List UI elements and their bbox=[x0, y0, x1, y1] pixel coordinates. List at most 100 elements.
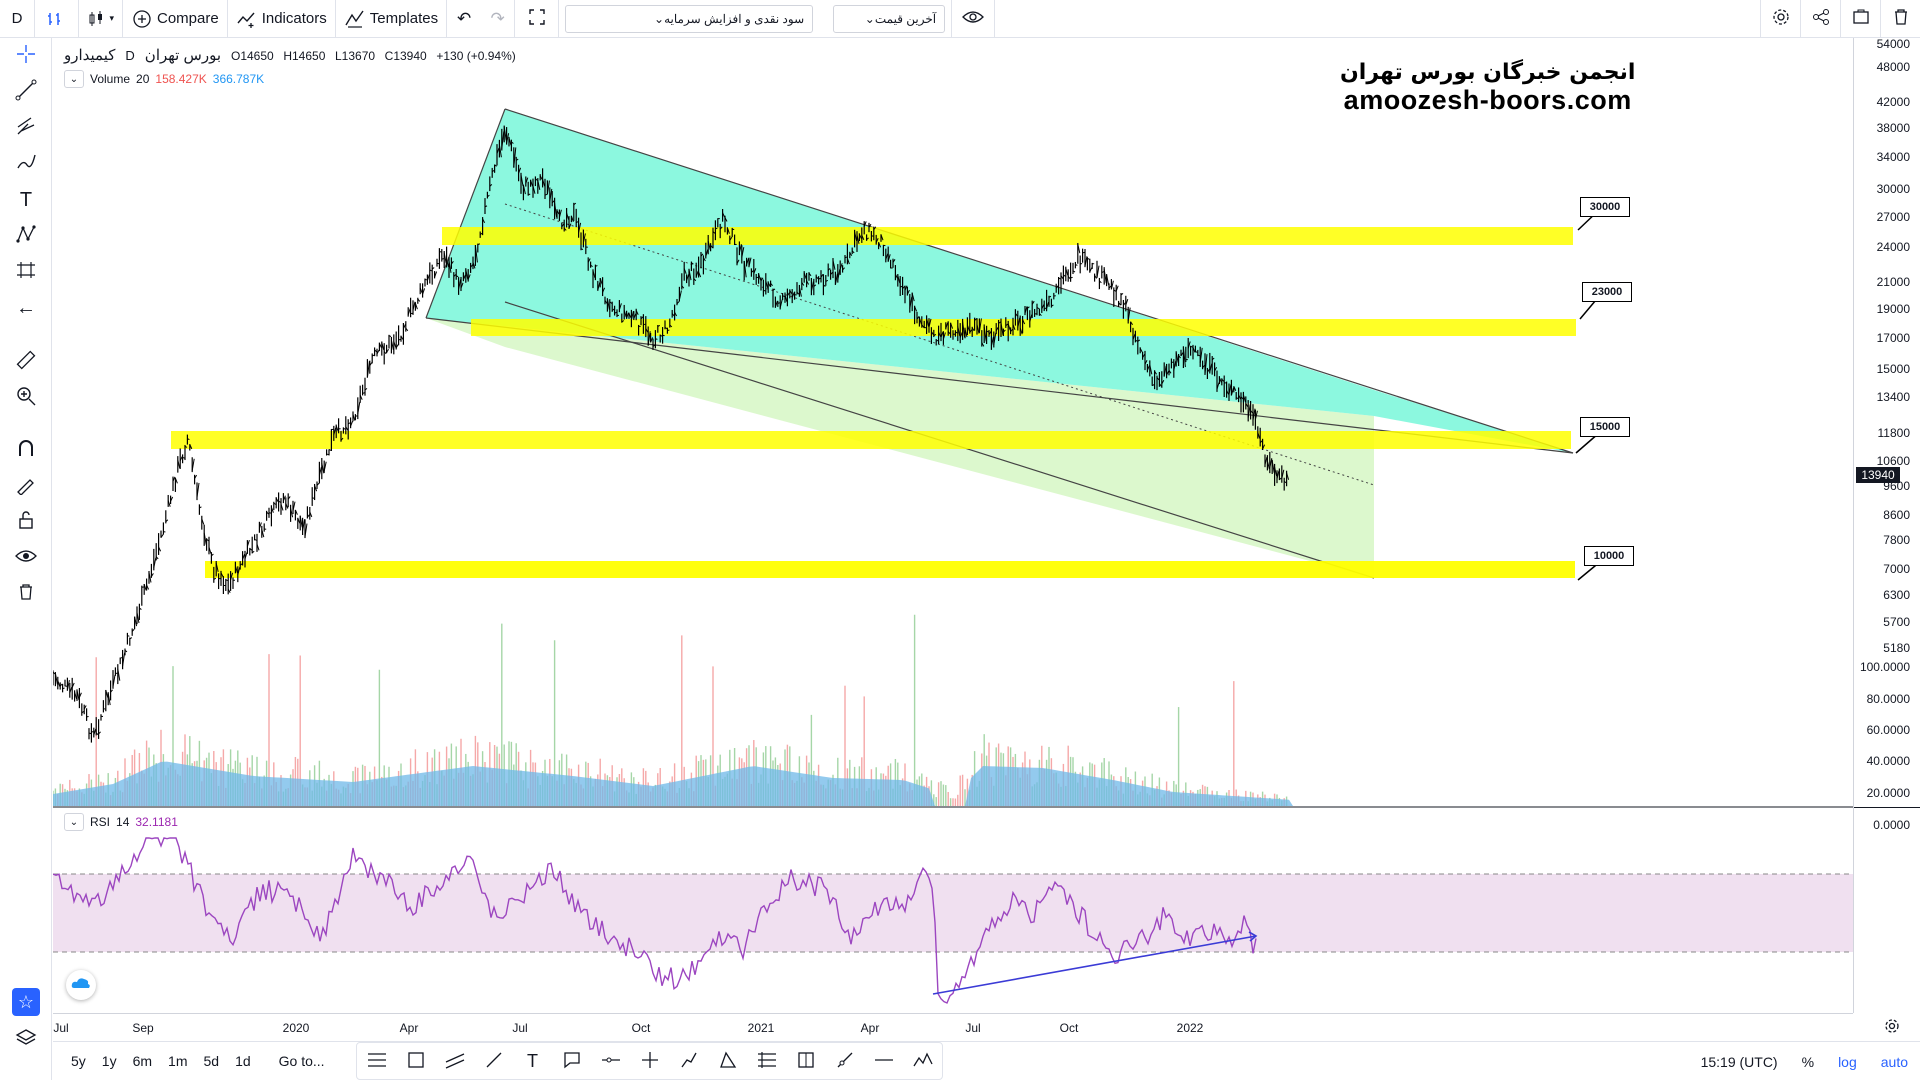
fav-horizontal-lines-tool[interactable] bbox=[357, 1043, 396, 1079]
price-bar-tick bbox=[511, 141, 514, 144]
price-bar-tick bbox=[537, 180, 541, 190]
price-bar-tick bbox=[1252, 408, 1256, 421]
fav-date-range-tool[interactable] bbox=[786, 1043, 825, 1079]
clock[interactable]: 15:19 (UTC) bbox=[1700, 1053, 1778, 1070]
fav-path-tool[interactable] bbox=[669, 1043, 708, 1079]
snapshot-button[interactable] bbox=[1840, 0, 1880, 38]
price-bar-tick bbox=[655, 338, 658, 340]
price-bar-tick bbox=[242, 554, 246, 560]
templates-button[interactable]: Templates bbox=[336, 0, 448, 38]
pattern-tool[interactable] bbox=[12, 222, 40, 250]
range-button-1d[interactable]: 1d bbox=[235, 1053, 251, 1069]
text-tool[interactable]: T bbox=[12, 186, 40, 214]
chart-type-bars-button[interactable] bbox=[35, 0, 79, 38]
remove-drawings-tool[interactable] bbox=[12, 580, 40, 608]
share-button[interactable] bbox=[1800, 0, 1840, 38]
price-bar-tick bbox=[789, 290, 793, 295]
delete-button[interactable] bbox=[1880, 0, 1920, 38]
price-scale[interactable]: 54000 48000 42000 38000 34000 30000 27000 24000… bbox=[1853, 37, 1920, 1013]
price-bar-tick bbox=[940, 331, 944, 338]
stay-in-drawing-tool[interactable] bbox=[12, 472, 40, 500]
fav-channel-tool[interactable] bbox=[435, 1043, 474, 1079]
fav-callout-tool[interactable] bbox=[552, 1043, 591, 1079]
fav-horizontal-line-tool[interactable] bbox=[864, 1043, 903, 1079]
fav-trend-line-tool[interactable] bbox=[474, 1043, 513, 1079]
chart-type-candles-button[interactable]: ▾ bbox=[79, 0, 123, 38]
range-button-1y[interactable]: 1y bbox=[101, 1053, 117, 1069]
time-tick: 2020 bbox=[282, 1021, 310, 1035]
indicators-button[interactable]: Indicators bbox=[228, 0, 336, 38]
fav-crossline-tool[interactable] bbox=[630, 1043, 669, 1079]
object-tree-tool[interactable] bbox=[12, 1026, 40, 1054]
price-bar-tick bbox=[871, 235, 874, 237]
tradingview-logo[interactable] bbox=[66, 970, 96, 1000]
log-scale-toggle[interactable]: log bbox=[1838, 1053, 1857, 1070]
price-bar-tick bbox=[1226, 390, 1230, 395]
price-bar-tick bbox=[695, 270, 699, 277]
price-bar-tick bbox=[287, 496, 291, 500]
brush-tool[interactable] bbox=[12, 150, 40, 178]
price-bar-tick bbox=[213, 577, 217, 580]
zoom-tool[interactable] bbox=[12, 384, 40, 412]
price-bar-tick bbox=[148, 572, 152, 583]
visibility-button[interactable] bbox=[951, 0, 996, 38]
price-bar-tick bbox=[146, 584, 150, 590]
chart-canvas[interactable] bbox=[53, 38, 1853, 1013]
price-tick: 19000 bbox=[1876, 302, 1910, 316]
price-bar-tick bbox=[674, 311, 678, 317]
price-bar-tick bbox=[900, 285, 903, 288]
trend-line-tool[interactable] bbox=[12, 78, 40, 106]
lock-drawings-tool[interactable] bbox=[12, 508, 40, 536]
pitchfork-tool[interactable] bbox=[12, 114, 40, 142]
fav-horizontal-ray-tool[interactable] bbox=[591, 1043, 630, 1079]
strategy-select[interactable]: سود نقدی و افزایش سرمایه ⌄ bbox=[565, 4, 814, 33]
symbol-name[interactable]: کیمیدارو bbox=[64, 47, 116, 64]
range-button-1m[interactable]: 1m bbox=[168, 1053, 188, 1069]
price-bar-tick bbox=[1216, 382, 1220, 390]
crosshair-tool[interactable] bbox=[12, 42, 40, 70]
fav-elliott-tool[interactable] bbox=[903, 1043, 942, 1079]
back-tool[interactable]: ← bbox=[12, 294, 40, 322]
compare-button[interactable]: Compare bbox=[123, 0, 228, 38]
price-bar-tick bbox=[604, 300, 608, 304]
redo-button[interactable]: ↷ bbox=[481, 0, 516, 38]
favorites-tool[interactable]: ☆ bbox=[12, 988, 40, 1016]
prediction-tool[interactable] bbox=[12, 258, 40, 286]
text-icon: T bbox=[527, 1050, 538, 1071]
price-bar-tick bbox=[887, 254, 891, 262]
price-bar-tick bbox=[978, 318, 982, 333]
fav-triangle-tool[interactable] bbox=[708, 1043, 747, 1079]
price-bar-tick bbox=[155, 556, 159, 560]
measure-tool[interactable] bbox=[12, 348, 40, 376]
auto-scale-toggle[interactable]: auto bbox=[1880, 1053, 1908, 1070]
undo-button[interactable]: ↶ bbox=[447, 0, 481, 38]
price-bar-tick bbox=[378, 343, 382, 348]
percent-scale-toggle[interactable]: % bbox=[1801, 1053, 1815, 1070]
fav-text-tool[interactable]: T bbox=[513, 1043, 552, 1079]
fav-fib-tool[interactable] bbox=[747, 1043, 786, 1079]
price-bar-tick bbox=[395, 344, 399, 349]
price-bar-tick bbox=[719, 226, 723, 230]
fav-rectangle-tool[interactable] bbox=[396, 1043, 435, 1079]
magnet-tool[interactable] bbox=[12, 436, 40, 464]
price-bar-tick bbox=[866, 237, 869, 241]
price-bar-tick bbox=[134, 616, 138, 627]
goto-button[interactable]: Go to... bbox=[278, 1053, 325, 1069]
collapse-volume-button[interactable]: ⌄ bbox=[64, 70, 84, 88]
fav-ray-tool[interactable] bbox=[825, 1043, 864, 1079]
range-button-5y[interactable]: 5y bbox=[71, 1053, 86, 1069]
price-source-select[interactable]: آخرین قیمت ⌄ bbox=[833, 4, 946, 33]
time-scale[interactable]: Jul Sep 2020 Apr Jul Oct 2021 Apr Jul Oct 2022 bbox=[53, 1013, 1853, 1041]
price-bar-tick bbox=[1274, 467, 1278, 477]
price-tick: 7800 bbox=[1883, 533, 1910, 547]
settings-button[interactable] bbox=[1760, 0, 1800, 38]
range-button-5d[interactable]: 5d bbox=[203, 1053, 220, 1069]
collapse-rsi-button[interactable]: ⌄ bbox=[64, 813, 84, 831]
range-button-6m[interactable]: 6m bbox=[132, 1053, 153, 1069]
interval-button[interactable]: D bbox=[0, 0, 35, 38]
symbol-legend: کیمیدارو D بورس تهران O14650 H14650 L136… bbox=[64, 46, 522, 64]
price-bar-tick bbox=[657, 324, 661, 327]
fullscreen-button[interactable] bbox=[515, 0, 560, 38]
scale-settings-button[interactable] bbox=[1880, 1016, 1904, 1040]
hide-drawings-tool[interactable] bbox=[12, 544, 40, 572]
